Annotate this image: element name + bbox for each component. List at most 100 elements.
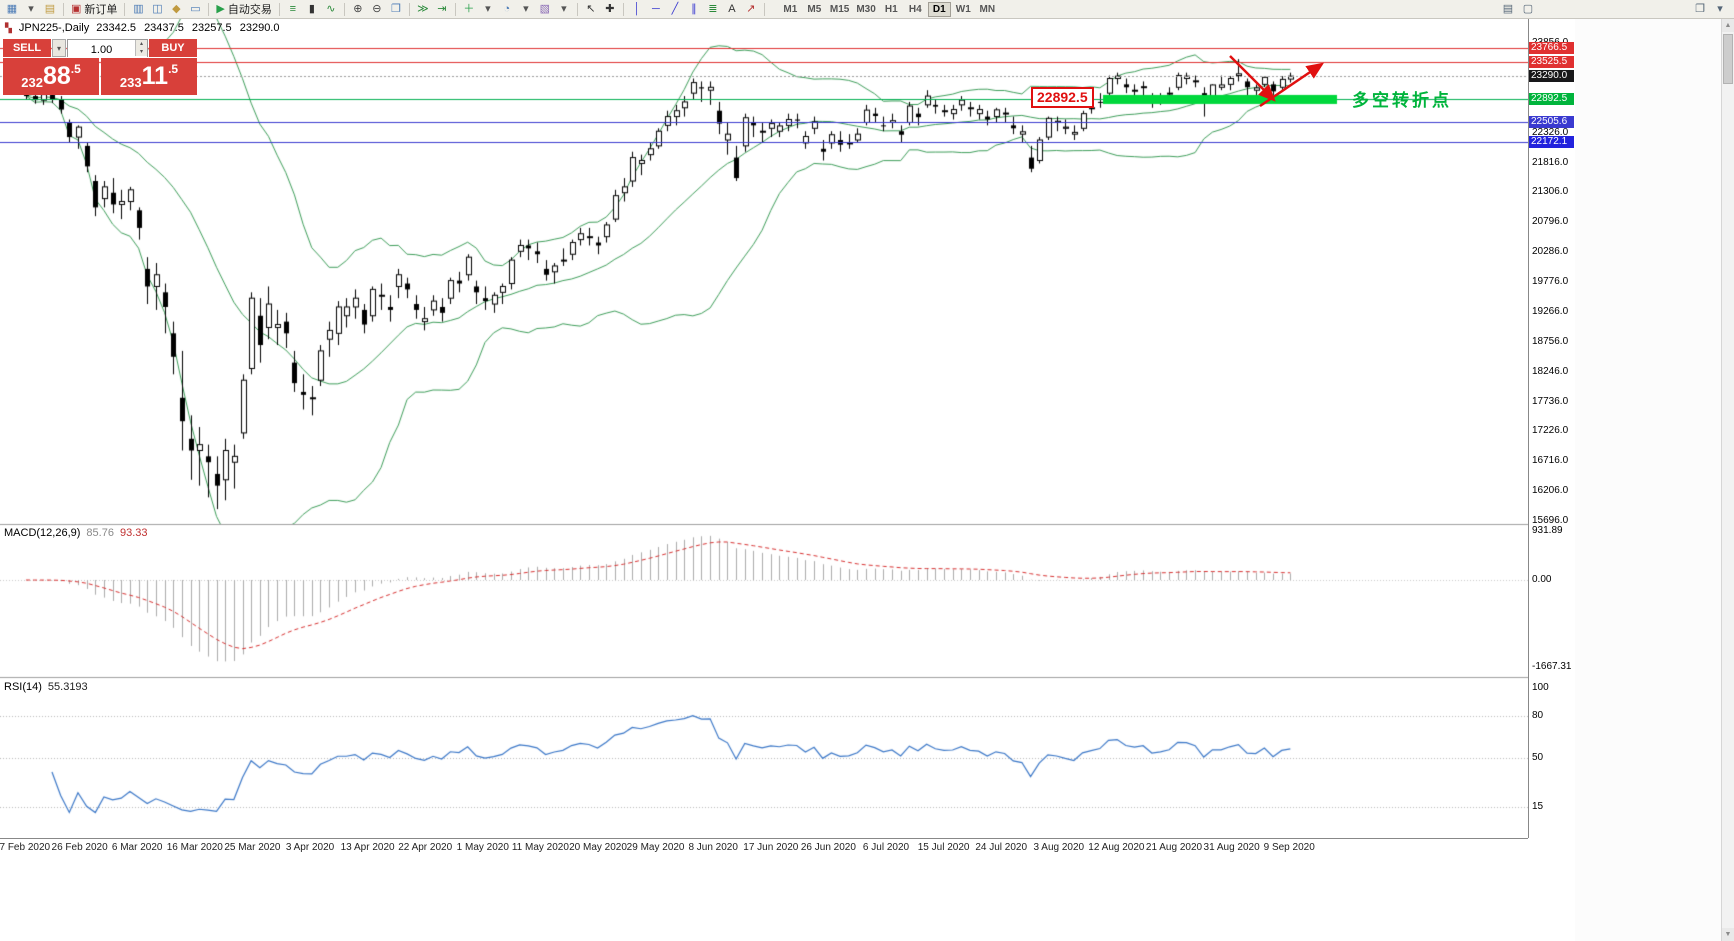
price-axis[interactable]: 23856.022326.021816.021306.020796.020286… [1528, 19, 1574, 838]
zoom-in-button[interactable]: ⊕ [349, 1, 367, 18]
timeframe-h4[interactable]: H4 [904, 2, 927, 17]
timeframe-w1[interactable]: W1 [952, 2, 975, 17]
date-label: 9 Sep 2020 [1263, 842, 1315, 853]
date-label: 17 Feb 2020 [0, 842, 51, 853]
volume-dropdown-button[interactable]: ▾ [52, 39, 66, 57]
profiles-icon: ▤ [44, 2, 56, 15]
volume-stepper: ▴ ▾ [135, 40, 147, 56]
auto-scroll-icon: ≫ [417, 2, 429, 15]
volume-input[interactable] [68, 42, 147, 58]
bar-chart-button[interactable]: ≡ [284, 1, 302, 18]
fibonacci-button[interactable]: ≣ [704, 1, 722, 18]
macd-tick: 0.00 [1532, 574, 1552, 585]
date-label: 24 Jul 2020 [975, 842, 1028, 853]
sell-button[interactable]: SELL [3, 39, 51, 57]
buy-button[interactable]: BUY [149, 39, 197, 57]
chart-symbol-icon: ▚ [5, 22, 12, 33]
print-preview-button[interactable]: ▢ [1519, 1, 1537, 18]
indicators-icon: ＋ [463, 2, 475, 15]
vertical-line-button[interactable]: │ [628, 1, 646, 18]
timeframe-m1[interactable]: M1 [779, 2, 802, 17]
zoom-out-button[interactable]: ⊖ [368, 1, 386, 18]
price-chart-canvas[interactable] [0, 19, 1528, 838]
timeframe-mn[interactable]: MN [976, 2, 999, 17]
horizontal-line-button[interactable]: ─ [647, 1, 665, 18]
volume-decrease-button[interactable]: ▾ [136, 48, 147, 56]
timeframe-m5[interactable]: M5 [803, 2, 826, 17]
timeframe-toolbar: M1 M5 M15 M30 H1 H4 D1 W1 MN [779, 1, 999, 17]
price-tick: 16716.0 [1532, 455, 1569, 467]
timeframe-m15[interactable]: M15 [827, 2, 852, 17]
profiles-button[interactable]: ▤ [41, 1, 59, 18]
navigator-button[interactable]: ◆ [167, 1, 185, 18]
periods-dropdown[interactable]: ▾ [517, 1, 535, 18]
ohlc-close: 23290.0 [239, 22, 280, 34]
price-tick: 18246.0 [1532, 365, 1569, 377]
price-tick: 21306.0 [1532, 186, 1569, 198]
new-order-button[interactable]: ▣ 新订单 [68, 1, 120, 18]
down-arrow [1229, 55, 1276, 102]
periods-icon: ◔ [503, 2, 511, 15]
chart-shift-button[interactable]: ⇥ [433, 1, 451, 18]
data-window-button[interactable]: ◫ [148, 1, 166, 18]
indicators-button[interactable]: ＋ [460, 1, 478, 18]
line-chart-button[interactable]: ∿ [322, 1, 340, 18]
candlestick-chart-button[interactable]: ▮ [303, 1, 321, 18]
templates-button[interactable]: ▧ [536, 1, 554, 18]
periods-button[interactable]: ◔ [498, 1, 516, 18]
tile-windows-button[interactable]: ❐ [387, 1, 405, 18]
new-chart-dropdown[interactable]: ▾ [22, 1, 40, 18]
new-chart-button[interactable]: ▦ [3, 1, 21, 18]
volume-field: ▴ ▾ [67, 39, 148, 58]
auto-scroll-button[interactable]: ≫ [414, 1, 432, 18]
scroll-down-button[interactable]: ▼ [1722, 928, 1734, 941]
periods-icon: ▾ [523, 2, 529, 15]
date-label: 13 Apr 2020 [340, 842, 395, 853]
main-toolbar: ▦ ▾ ▤ ▣ 新订单 ▥ ◫ ◆ ▭ ▶ 自动交易 ≡ ▮ ∿ ⊕ ⊖ ❐ ≫ ⇥ ＋ ▾ ◔ ▾ ▧ ▾ ↖ ✚ │ ─ ╱ ∥ ≣ A ↗ M… [0, 0, 1734, 19]
rsi-name: RSI(14) [4, 681, 42, 693]
rsi-tick: 50 [1532, 752, 1544, 763]
vertical-scrollbar[interactable]: ▲ ▼ [1721, 19, 1734, 941]
date-label: 16 Mar 2020 [166, 842, 223, 853]
cursor-button[interactable]: ↖ [582, 1, 600, 18]
date-label: 21 Aug 2020 [1145, 842, 1203, 853]
sell-price-button[interactable]: 232 88.5 [3, 58, 99, 95]
price-line-badge: 23290.0 [1529, 70, 1574, 83]
text-button[interactable]: A [723, 1, 741, 18]
timeframe-m30[interactable]: M30 [853, 2, 878, 17]
toolbar-separator [622, 2, 624, 16]
date-label: 26 Jun 2020 [800, 842, 856, 853]
scrollbar-thumb[interactable] [1723, 34, 1733, 84]
print-button[interactable]: ▤ [1499, 1, 1517, 18]
docking-button[interactable]: ❐ [1691, 1, 1709, 18]
candlestick-chart-icon: ▮ [308, 2, 315, 15]
channel-button[interactable]: ∥ [685, 1, 703, 18]
price-tick: 22326.0 [1532, 126, 1569, 138]
market-watch-button[interactable]: ▥ [129, 1, 147, 18]
buy-price-digits: .5 [168, 62, 179, 76]
timeframe-d1[interactable]: D1 [927, 1, 951, 17]
macd-tick: -1667.31 [1532, 661, 1572, 673]
templates-dropdown[interactable]: ▾ [555, 1, 573, 18]
autotrading-button[interactable]: ▶ 自动交易 [213, 1, 274, 18]
volume-increase-button[interactable]: ▴ [136, 40, 147, 48]
scroll-up-button[interactable]: ▲ [1722, 19, 1734, 32]
toolbar-separator [454, 2, 456, 16]
price-tick: 18756.0 [1532, 335, 1569, 347]
buy-price-digits: 11 [141, 62, 169, 90]
price-tick: 20796.0 [1532, 216, 1569, 228]
toolbar-options-button[interactable]: ▾ [1711, 1, 1729, 18]
toolbar-options-icon: ▾ [1717, 2, 1723, 15]
navigator-icon: ◆ [172, 2, 181, 15]
terminal-button[interactable]: ▭ [186, 1, 204, 18]
indicators-dropdown[interactable]: ▾ [479, 1, 497, 18]
price-annotation-box[interactable]: 22892.5 [1031, 87, 1094, 108]
buy-price-button[interactable]: 233 11.5 [101, 58, 197, 95]
timeframe-h1[interactable]: H1 [880, 2, 903, 17]
arrows-button[interactable]: ↗ [742, 1, 760, 18]
crosshair-button[interactable]: ✚ [601, 1, 619, 18]
zoom-in-icon: ⊕ [353, 2, 363, 15]
price-line-badge: 22505.6 [1529, 116, 1574, 129]
trendline-button[interactable]: ╱ [666, 1, 684, 18]
